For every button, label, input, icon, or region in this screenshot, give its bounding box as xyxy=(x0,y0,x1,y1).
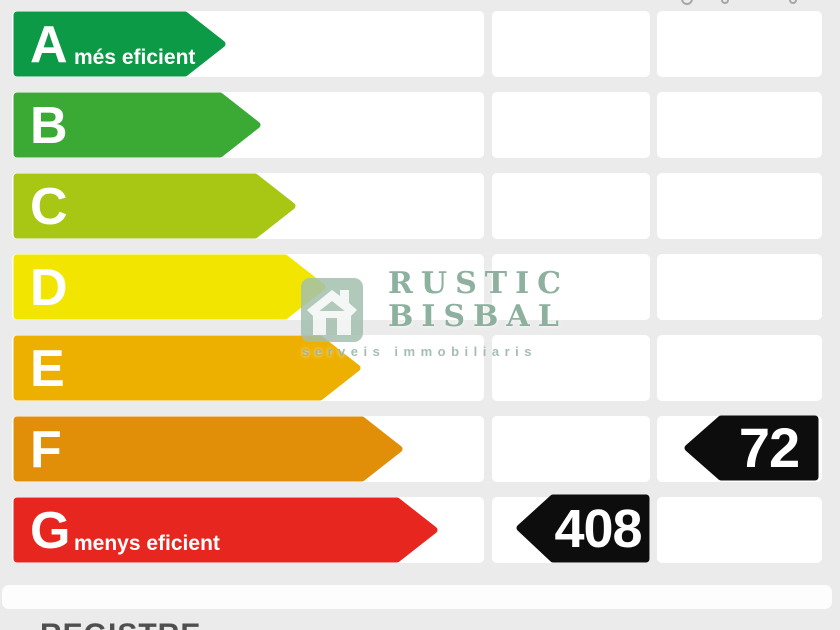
grid-cell xyxy=(492,92,650,158)
bottom-separator-band xyxy=(2,585,832,609)
grid-cell xyxy=(657,497,822,563)
grid-cell xyxy=(657,92,822,158)
cropped-text-remnant xyxy=(681,0,693,5)
footer-clipped-text: REGISTRE xyxy=(40,621,280,630)
rating-letter: G xyxy=(30,502,71,560)
rating-arrow-b xyxy=(13,92,261,158)
energy-value: 72 xyxy=(738,416,800,479)
rating-letter: B xyxy=(30,97,68,155)
rating-qualifier: menys eficient xyxy=(74,532,220,555)
rating-row-b: B xyxy=(0,92,840,158)
grid-cell xyxy=(657,173,822,239)
rating-letter: D xyxy=(30,259,68,317)
grid-cell xyxy=(657,254,822,320)
cropped-text-remnant xyxy=(721,0,729,4)
rating-row-a: A més eficient xyxy=(0,11,840,77)
rating-arrow-f xyxy=(13,416,403,482)
rating-row-f: F 72 xyxy=(0,415,840,482)
energy-value-arrow-408 xyxy=(516,494,650,563)
grid-cell xyxy=(492,173,650,239)
rating-arrow-g xyxy=(13,497,438,563)
grid-cell xyxy=(492,416,650,482)
grid-cell xyxy=(657,11,822,77)
energy-value: 408 xyxy=(554,499,642,559)
rating-arrow-a xyxy=(13,11,226,77)
rating-row-g: G menys eficient 408 xyxy=(0,494,840,563)
rating-letter: F xyxy=(30,421,62,479)
rating-row-e: E xyxy=(0,335,840,401)
grid-cell xyxy=(657,335,822,401)
grid-cell xyxy=(492,254,650,320)
energy-value-arrow-72 xyxy=(684,415,819,481)
rating-qualifier: més eficient xyxy=(74,46,196,69)
rating-arrow-c xyxy=(13,173,296,239)
rating-row-d: D xyxy=(0,254,840,320)
rating-arrow-e xyxy=(13,335,361,401)
rating-letter: E xyxy=(30,340,65,398)
cropped-text-remnant xyxy=(789,0,797,4)
grid-cell xyxy=(492,335,650,401)
rating-row-c: C xyxy=(0,173,840,239)
grid-cell xyxy=(492,11,650,77)
rating-letter: C xyxy=(30,178,68,236)
rating-letter: A xyxy=(30,16,68,74)
